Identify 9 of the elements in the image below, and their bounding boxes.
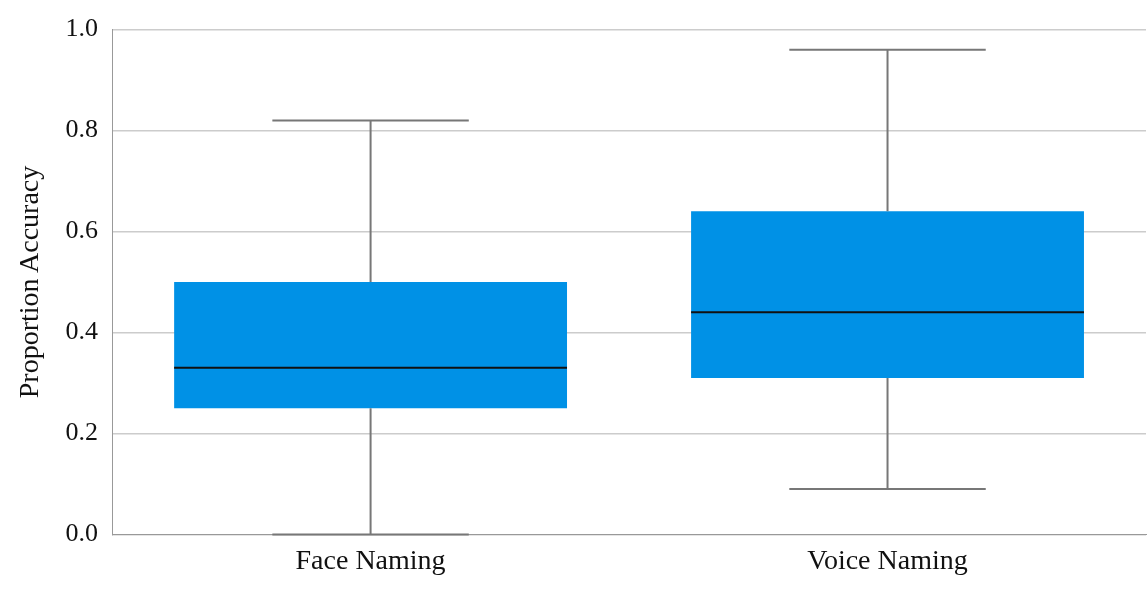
y-tick-label: 0.8	[65, 114, 99, 144]
y-tick-label: 0.6	[65, 215, 99, 245]
y-tick-label: 0.4	[65, 316, 99, 346]
x-tick-label: Face Naming	[295, 543, 446, 575]
y-tick-label: 0.2	[65, 417, 99, 447]
x-tick-label: Voice Naming	[807, 543, 968, 575]
y-tick-label: 0.0	[65, 518, 99, 548]
y-axis-title: Proportion Accuracy	[13, 165, 45, 399]
y-tick-label: 1.0	[65, 13, 99, 43]
